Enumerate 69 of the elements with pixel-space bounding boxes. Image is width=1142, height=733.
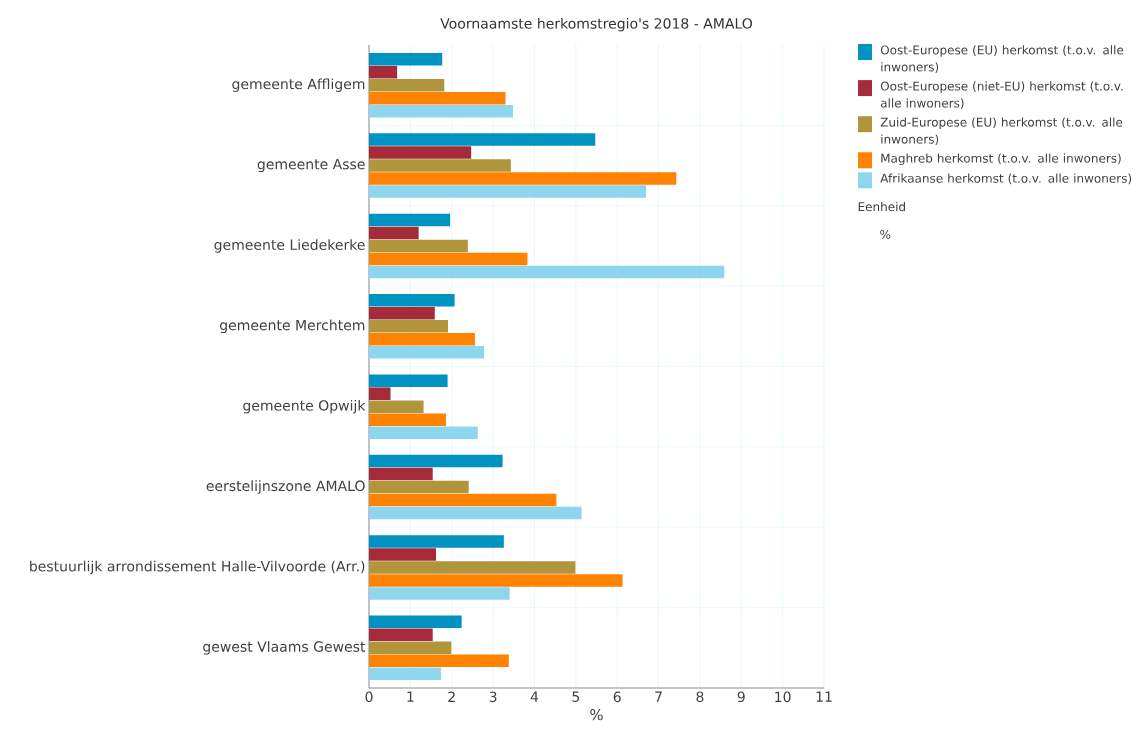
bar [369, 480, 469, 494]
y-tick-label: gewest Vlaams Gewest [203, 641, 366, 655]
bar [369, 91, 506, 105]
y-tick-label: gemeente Affligem [232, 78, 365, 92]
bar [369, 159, 511, 172]
bar [369, 265, 725, 279]
bar [369, 185, 647, 198]
x-tick-label: 11 [816, 691, 832, 702]
bar [369, 226, 419, 240]
bar [369, 213, 451, 227]
x-tick-label: 10 [775, 691, 791, 703]
bar [369, 346, 484, 359]
bar [369, 561, 576, 574]
bar [369, 146, 472, 159]
bar [369, 320, 449, 333]
bar [369, 548, 437, 561]
bar [369, 454, 503, 468]
bar [369, 506, 582, 520]
bar [369, 641, 452, 655]
legend-label: Zuid-Europese (EU) herkomst (t.o.v. alle inwoners) [880, 117, 1123, 146]
x-tick-label: 2 [448, 691, 455, 702]
x-tick-label: 8 [696, 691, 704, 703]
x-tick-label: 3 [489, 691, 497, 703]
bar [369, 426, 478, 439]
bar [369, 239, 468, 253]
bar [369, 654, 509, 668]
bar [369, 628, 433, 642]
text: % [880, 229, 891, 240]
y-tick-label: gemeente Merchtem [219, 319, 365, 334]
y-tick-label: bestuurlijk arrondissement Halle-Vilvoorde (Arr.) [30, 560, 365, 575]
bar [369, 587, 510, 600]
bar [369, 307, 435, 320]
x-tick-label: 6 [613, 691, 621, 703]
y-tick-label: gemeente Opwijk [243, 399, 366, 414]
bar [369, 667, 441, 681]
bar [369, 467, 433, 481]
bar [369, 252, 528, 266]
bar [369, 574, 623, 587]
x-tick-label: 7 [655, 691, 662, 702]
x-axis-title: % [590, 708, 603, 721]
bar [369, 387, 391, 400]
bar [369, 294, 455, 307]
bar [369, 172, 677, 185]
bar [369, 535, 504, 548]
chart-title: Voornaamste herkomstregio's 2018 - AMALO [440, 17, 753, 32]
x-tick-label: 9 [737, 691, 745, 703]
y-tick-label: gemeente Asse [257, 159, 365, 173]
bar [369, 615, 462, 629]
x-tick-label: 1 [407, 691, 414, 702]
bar [369, 65, 398, 79]
legend-label: Maghreb herkomst (t.o.v. alle inwoners) [881, 153, 1121, 166]
bar [369, 333, 475, 346]
bar [369, 413, 446, 426]
bar [369, 400, 424, 413]
x-tick-label: 5 [572, 691, 580, 702]
x-tick-label: 0 [365, 691, 373, 703]
bar [369, 104, 513, 118]
text: Eenheid [858, 201, 905, 212]
legend-label: Oost-Europese (EU) herkomst (t.o.v. alle inwoners) [880, 45, 1124, 73]
y-tick-label: gemeente Liedekerke [214, 239, 365, 253]
bar [369, 52, 443, 66]
bar [369, 78, 445, 92]
legend-label: Afrikaanse herkomst (t.o.v. alle inwoners) [880, 173, 1132, 185]
bar [369, 374, 448, 387]
bar [369, 133, 596, 146]
bar [369, 493, 557, 507]
legend-label: Oost-Europese (niet-EU) herkomst (t.o.v. alle inwoners) [880, 81, 1123, 109]
y-tick-label: eerstelijnszone AMALO [206, 480, 365, 494]
x-tick-label: 4 [530, 691, 539, 702]
